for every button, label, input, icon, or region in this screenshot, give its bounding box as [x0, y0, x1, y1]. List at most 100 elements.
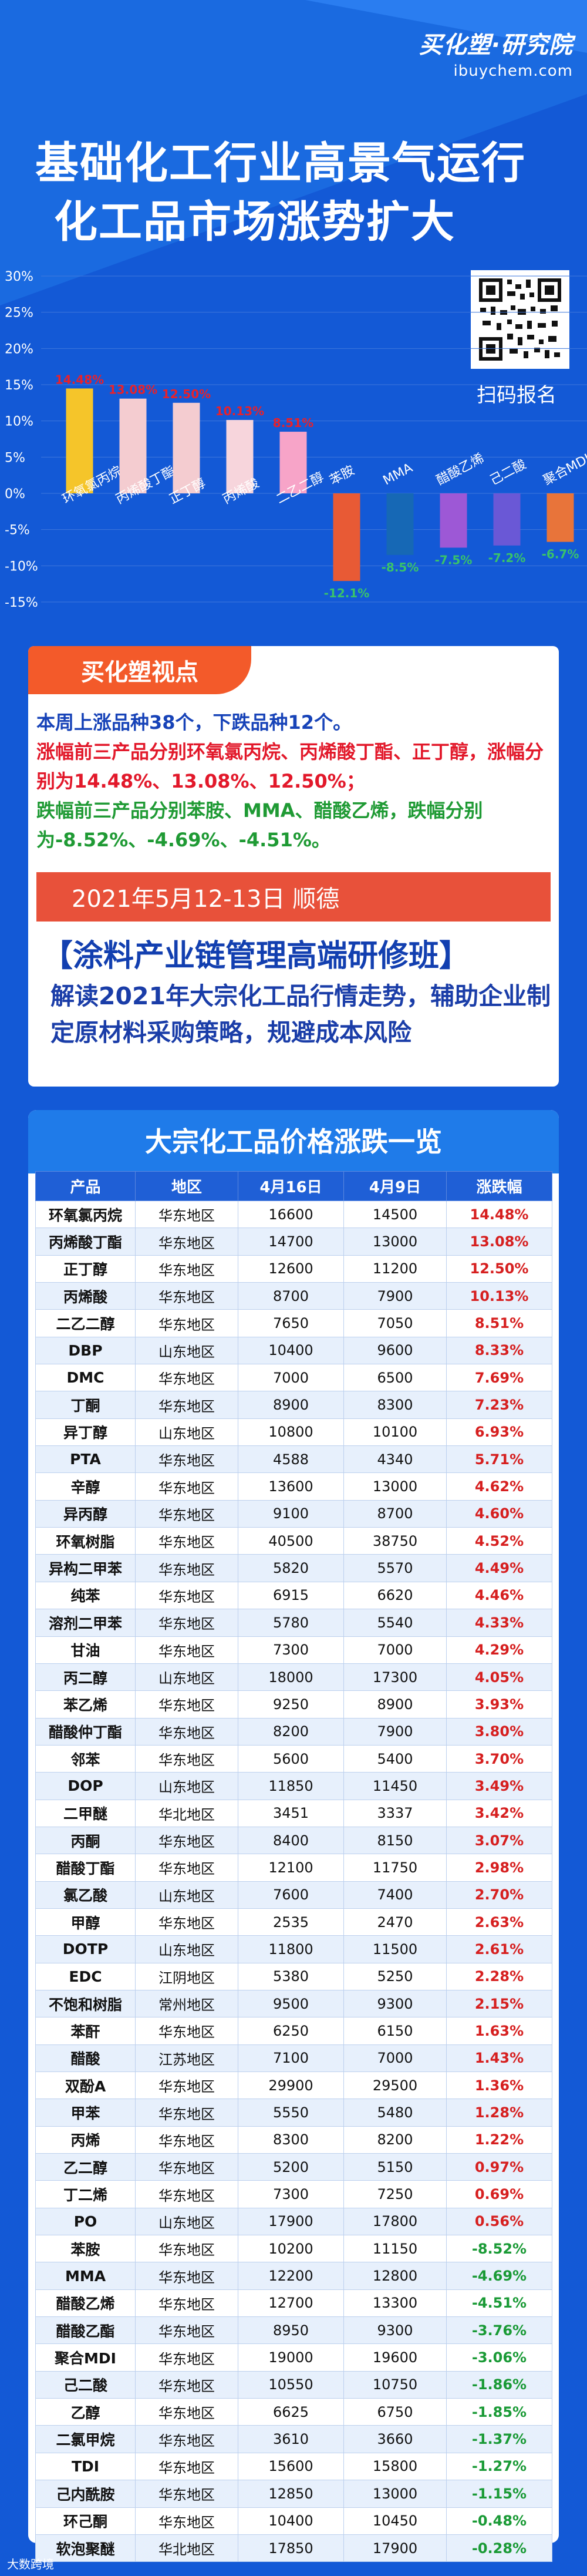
change-cell: 4.62% [446, 1472, 552, 1501]
change-cell: 4.29% [446, 1636, 552, 1664]
price-table-header-band [28, 1110, 559, 1173]
data-label: -6.7% [542, 547, 579, 561]
change-cell: -1.27% [446, 2452, 552, 2481]
price-current-cell: 8400 [238, 1826, 344, 1855]
table-row: 异构二甲苯 华东地区 5820 5570 4.49% [35, 1554, 552, 1582]
change-cell: 2.70% [446, 1881, 552, 1909]
price-previous-cell: 9600 [343, 1336, 447, 1365]
change-cell: 3.49% [446, 1772, 552, 1800]
price-current-cell: 7300 [238, 1636, 344, 1664]
price-current-cell: 16600 [238, 1200, 344, 1229]
price-current-cell: 11850 [238, 1772, 344, 1800]
change-cell: 3.42% [446, 1799, 552, 1827]
price-current-cell: 5780 [238, 1609, 344, 1637]
category-label: 醋酸乙烯 [434, 451, 487, 488]
price-previous-cell: 11150 [343, 2235, 447, 2263]
table-row: 二乙二醇 华东地区 7650 7050 8.51% [35, 1309, 552, 1337]
event-date-bar: 2021年5月12-13日 顺德 [36, 872, 551, 922]
change-cell: -3.06% [446, 2343, 552, 2372]
table-row: PTA 华东地区 4588 4340 5.71% [35, 1445, 552, 1474]
change-cell: 1.43% [446, 2044, 552, 2073]
price-previous-cell: 4340 [343, 1445, 447, 1474]
y-tick-label: 20% [5, 342, 33, 357]
region-cell: 华东地区 [135, 2507, 238, 2535]
region-cell: 华东地区 [135, 1908, 238, 1936]
bar [493, 493, 521, 546]
table-row: MMA 华东地区 12200 12800 -4.69% [35, 2262, 552, 2290]
bar [546, 493, 574, 542]
price-current-cell: 10400 [238, 1336, 344, 1365]
price-change-chart: 30%25%20%15%10%5%0%-5%-10%-15%14.48%环氧氯丙… [5, 270, 587, 610]
region-cell: 华东地区 [135, 1255, 238, 1283]
table-body: 环氧氯丙烷 华东地区 16600 14500 14.48% 丙烯酸丁酯 华东地区 14700 1… [35, 1200, 552, 2562]
price-previous-cell: 7400 [343, 1881, 447, 1909]
region-cell: 华东地区 [135, 1445, 238, 1474]
price-current-cell: 9100 [238, 1499, 344, 1528]
table-row: 不饱和树脂 常州地区 9500 9300 2.15% [35, 1989, 552, 2018]
product-cell: 己内酰胺 [35, 2480, 136, 2508]
region-cell: 华东地区 [135, 1636, 238, 1664]
price-current-cell: 10800 [238, 1418, 344, 1447]
table-row: 环氧氯丙烷 华东地区 16600 14500 14.48% [35, 1200, 552, 1229]
product-cell: 丁二烯 [35, 2180, 136, 2208]
event-title[interactable]: 【涂料产业链管理高端研修班】 [42, 939, 470, 974]
product-cell: 溶剂二甲苯 [35, 1609, 136, 1637]
change-cell: 4.52% [446, 1527, 552, 1555]
region-cell: 华东地区 [135, 1391, 238, 1419]
product-cell: 醋酸乙酯 [35, 2316, 136, 2345]
price-current-cell: 13600 [238, 1472, 344, 1501]
price-previous-cell: 11200 [343, 1255, 447, 1283]
change-cell: -3.76% [446, 2316, 552, 2345]
product-cell: 异丁醇 [35, 1418, 136, 1447]
change-cell: 0.97% [446, 2153, 552, 2181]
price-previous-cell: 8300 [343, 1391, 447, 1419]
price-current-cell: 12100 [238, 1854, 344, 1882]
price-current-cell: 8700 [238, 1282, 344, 1310]
region-cell: 江阴地区 [135, 1962, 238, 1990]
table-row: 氯乙酸 山东地区 7600 7400 2.70% [35, 1881, 552, 1909]
change-cell: -1.85% [446, 2398, 552, 2426]
price-previous-cell: 7000 [343, 2044, 447, 2073]
region-cell: 华东地区 [135, 1472, 238, 1501]
product-cell: 不饱和树脂 [35, 1989, 136, 2018]
change-cell: 4.60% [446, 1499, 552, 1528]
data-label: -7.5% [435, 553, 473, 567]
product-cell: 氯乙酸 [35, 1881, 136, 1909]
price-current-cell: 6915 [238, 1581, 344, 1610]
region-cell: 华东地区 [135, 2235, 238, 2263]
y-tick-label: 30% [5, 270, 33, 284]
viewpoint-line2: 涨幅前三产品分别环氧氯丙烷、丙烯酸丁酯、正丁醇，涨幅分别为14.48%、13.0… [36, 741, 544, 792]
region-cell: 华东地区 [135, 2099, 238, 2127]
region-cell: 常州地区 [135, 1989, 238, 2018]
change-cell: 6.93% [446, 1418, 552, 1447]
price-current-cell: 3610 [238, 2425, 344, 2453]
table-row: 丙烯 华东地区 8300 8200 1.22% [35, 2126, 552, 2154]
price-previous-cell: 8150 [343, 1826, 447, 1855]
change-cell: 14.48% [446, 1200, 552, 1229]
data-label: -8.5% [382, 560, 419, 574]
price-table-title: 大宗化工品价格涨跌一览 [145, 1126, 442, 1158]
table-row: EDC 江阴地区 5380 5250 2.28% [35, 1962, 552, 1990]
price-previous-cell: 5540 [343, 1609, 447, 1637]
change-cell: -4.69% [446, 2262, 552, 2290]
price-previous-cell: 13000 [343, 1472, 447, 1501]
price-previous-cell: 6500 [343, 1364, 447, 1392]
price-previous-cell: 13000 [343, 1228, 447, 1256]
price-previous-cell: 17800 [343, 2207, 447, 2236]
price-previous-cell: 38750 [343, 1527, 447, 1555]
price-current-cell: 17850 [238, 2534, 344, 2562]
price-previous-cell: 11450 [343, 1772, 447, 1800]
region-cell: 山东地区 [135, 1418, 238, 1447]
region-cell: 华东地区 [135, 1364, 238, 1392]
footer-watermark: 大数跨境 [7, 2557, 54, 2571]
table-header-cell: 地区 [135, 1171, 238, 1201]
region-cell: 华东地区 [135, 2153, 238, 2181]
change-cell: 4.46% [446, 1581, 552, 1610]
price-previous-cell: 7250 [343, 2180, 447, 2208]
table-header-cell: 4月9日 [343, 1171, 447, 1201]
product-cell: 环己酮 [35, 2507, 136, 2535]
product-cell: DOP [35, 1772, 136, 1800]
price-previous-cell: 10450 [343, 2507, 447, 2535]
category-label: 苯胺 [328, 463, 357, 489]
